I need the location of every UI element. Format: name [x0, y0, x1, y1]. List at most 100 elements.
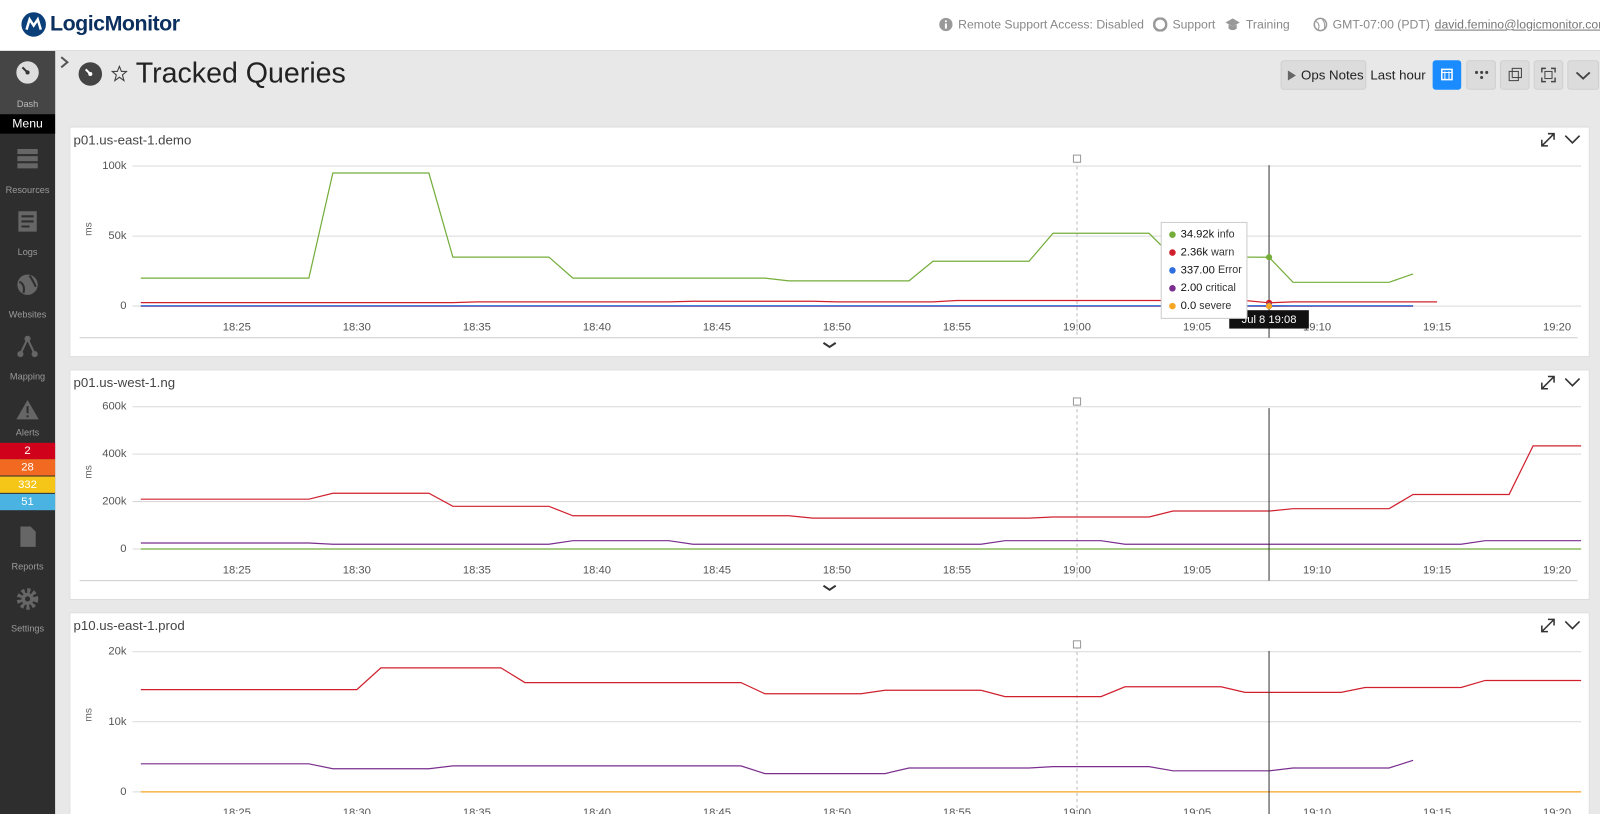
mapping-label[interactable]: Mapping — [9, 371, 46, 382]
tooltip-series: Error — [1218, 264, 1242, 276]
reports-icon — [20, 526, 36, 547]
x-tick-label: 18:30 — [343, 807, 371, 814]
info-icon — [939, 17, 953, 32]
tooltip-series: info — [1217, 229, 1234, 241]
time-range[interactable]: Last hour — [1370, 67, 1426, 83]
logs-label[interactable]: Logs — [17, 246, 38, 258]
layout-button[interactable] — [1466, 60, 1496, 90]
alert-count-warning[interactable]: 332 — [0, 476, 56, 493]
tooltip-swatch — [1169, 284, 1176, 292]
dash-label: Dash — [16, 98, 39, 110]
mapping-icon — [17, 335, 38, 358]
alert-count-info[interactable]: 51 — [0, 493, 56, 511]
x-tick-label: 19:05 — [1183, 564, 1211, 576]
remote-support[interactable]: Remote Support Access: Disabled — [939, 17, 1144, 32]
logs-icon — [18, 211, 37, 232]
fullscreen-button[interactable] — [1533, 60, 1564, 90]
tooltip-value: 0.0 — [1181, 300, 1197, 312]
alert-count-critical[interactable]: 2 — [0, 442, 56, 460]
expand-icon[interactable] — [1541, 618, 1555, 633]
resources-icon — [17, 148, 38, 169]
expand-icon[interactable] — [1541, 132, 1555, 147]
ops-note-marker[interactable] — [1072, 640, 1082, 649]
alert-count-error[interactable]: 28 — [0, 459, 56, 476]
websites-label[interactable]: Websites — [8, 309, 47, 320]
reports-label[interactable]: Reports — [11, 561, 44, 572]
collapse-chevron[interactable] — [1564, 377, 1581, 387]
menu-button[interactable]: Menu — [0, 114, 56, 134]
calendar-button[interactable] — [1432, 60, 1462, 90]
x-tick-label: 19:00 — [1063, 807, 1091, 814]
clone-icon — [1508, 67, 1522, 82]
tooltip-swatch — [1169, 302, 1176, 310]
x-tick-label: 18:45 — [703, 322, 731, 334]
training-link[interactable]: Training — [1224, 17, 1290, 32]
chart: p01.us-west-1.ng ms 0 200k 400k 600k 18:25 18:3… — [73, 375, 1582, 592]
cursor-point — [1265, 303, 1273, 310]
logo-text: LogicMonitor — [49, 12, 180, 36]
x-tick-label: 18:45 — [703, 807, 731, 814]
x-tick-label: 19:10 — [1303, 564, 1331, 576]
settings-label[interactable]: Settings — [10, 623, 45, 634]
tooltip-value: 2.00 — [1181, 282, 1203, 294]
x-tick-label: 18:40 — [583, 564, 611, 576]
expand-icon[interactable] — [1541, 375, 1555, 390]
tooltip-series: severe — [1199, 300, 1231, 312]
clone-button[interactable] — [1499, 60, 1530, 90]
dashboard-icon — [78, 61, 103, 86]
ops-note-marker[interactable] — [1072, 154, 1082, 163]
x-tick-label: 19:15 — [1423, 564, 1451, 576]
collapse-arrow[interactable] — [58, 55, 70, 69]
play-icon — [1287, 69, 1296, 81]
ops-notes-button[interactable]: Ops Notes — [1280, 60, 1367, 90]
y-tick-label: 50k — [108, 230, 126, 242]
tooltip-series: critical — [1206, 282, 1236, 294]
x-tick-label: 18:35 — [463, 322, 491, 334]
more-button[interactable] — [1567, 60, 1599, 90]
x-tick-label: 18:35 — [463, 807, 491, 814]
y-tick-label: 0 — [120, 786, 126, 798]
sidebar: Dash Menu Resources Logs Websites Mappin… — [0, 51, 56, 814]
user-link[interactable]: david.femino@logicmonitor.com — [1435, 17, 1600, 31]
series-line — [140, 540, 1582, 545]
remote-support-text: Remote Support Access: Disabled — [958, 17, 1144, 32]
alerts-label[interactable]: Alerts — [15, 427, 40, 438]
collapse-chevron[interactable] — [1564, 135, 1581, 145]
resources-label[interactable]: Resources — [5, 184, 50, 195]
support-icon — [1153, 17, 1168, 32]
x-tick-label: 18:30 — [343, 564, 371, 576]
support-link[interactable]: Support — [1153, 17, 1215, 32]
series-line — [140, 445, 1582, 519]
x-tick-label: 18:40 — [583, 322, 611, 334]
dash-item[interactable]: Dash — [0, 51, 56, 115]
logo-icon — [21, 12, 46, 37]
timezone[interactable]: GMT-07:00 (PDT) — [1313, 17, 1430, 32]
chart-title: p01.us-east-1.demo — [73, 132, 191, 147]
x-tick-label: 18:25 — [223, 807, 251, 814]
y-tick-label: 100k — [102, 160, 127, 172]
x-tick-label: 19:10 — [1303, 807, 1331, 814]
menu-list: Resources Logs Websites Mapping Alerts 2… — [0, 134, 56, 814]
tooltip-series: warn — [1210, 246, 1234, 258]
ops-note-marker[interactable] — [1072, 397, 1082, 406]
logo[interactable]: LogicMonitor — [20, 11, 180, 38]
websites-icon — [17, 274, 38, 295]
navigator-handle[interactable] — [822, 342, 837, 349]
x-tick-label: 18:50 — [823, 807, 851, 814]
x-tick-label: 18:25 — [223, 564, 251, 576]
layout-icon — [1474, 70, 1489, 80]
dash-icon — [16, 61, 39, 84]
navigator-handle[interactable] — [822, 584, 837, 592]
x-tick-label: 18:35 — [463, 564, 491, 576]
chart-widget: p01.us-east-1.demo ms 0 50k 100k 18:25 18:30 18… — [69, 126, 1590, 358]
y-tick-label: 400k — [102, 448, 127, 460]
collapse-chevron[interactable] — [1564, 620, 1581, 630]
y-tick-label: 600k — [102, 401, 127, 413]
x-tick-label: 19:20 — [1543, 322, 1571, 334]
ops-notes-label: Ops Notes — [1301, 67, 1364, 83]
chart-title: p01.us-west-1.ng — [73, 375, 175, 390]
dashboard-title-bar: Tracked Queries — [78, 57, 346, 90]
favorite-star[interactable] — [111, 65, 128, 82]
tooltip-value: 337.00 — [1181, 264, 1215, 276]
